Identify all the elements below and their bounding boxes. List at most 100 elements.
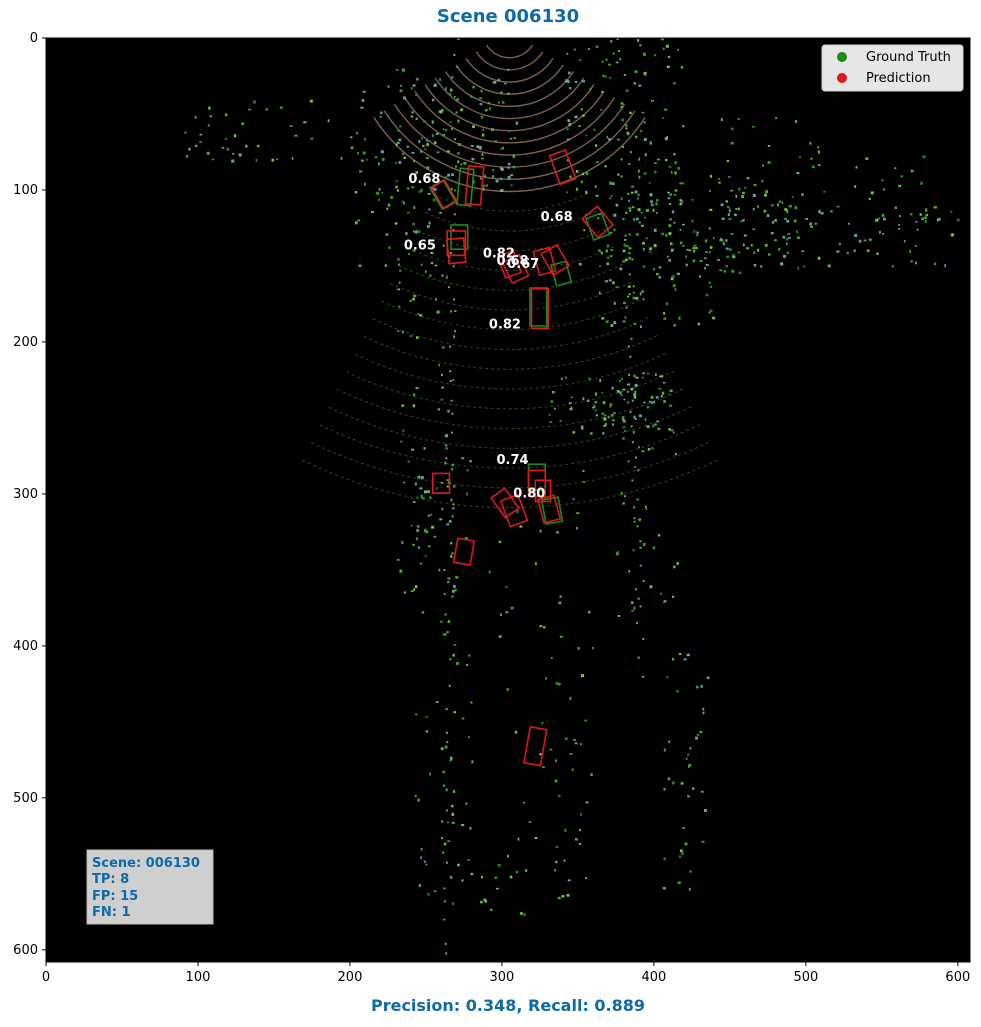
prediction-box (581, 205, 615, 239)
lidar-point (568, 86, 572, 90)
lidar-point (471, 760, 474, 764)
lidar-point (415, 713, 417, 716)
lidar-point (636, 498, 639, 501)
lidar-point (643, 216, 646, 219)
lidar-point (569, 175, 572, 179)
lidar-point (552, 391, 555, 394)
lidar-point (621, 418, 625, 421)
lidar-point (658, 275, 661, 279)
lidar-point (591, 646, 594, 650)
lidar-point (643, 172, 647, 175)
lidar-point (726, 255, 730, 259)
lidar-point (436, 151, 440, 154)
lidar-point (639, 540, 642, 543)
lidar-point (451, 822, 455, 824)
lidar-point (453, 643, 457, 646)
lidar-point (612, 281, 615, 285)
lidar-point (256, 144, 260, 148)
lidar-point (445, 731, 448, 734)
lidar-point (425, 530, 429, 534)
lidar-point (750, 243, 753, 247)
lidar-point (507, 166, 510, 169)
lidar-point (632, 291, 635, 294)
lidar-point (630, 337, 633, 340)
lidar-point (645, 508, 648, 511)
lidar-point (409, 335, 413, 337)
lidar-point (699, 731, 703, 734)
lidar-point (661, 38, 664, 41)
lidar-point (667, 191, 670, 194)
lidar-point (771, 221, 775, 224)
lidar-point (635, 376, 639, 379)
lidar-point (442, 633, 445, 636)
lidar-point (914, 244, 917, 247)
lidar-point (397, 559, 400, 561)
stats-scene: Scene: 006130 (92, 856, 200, 871)
lidar-point (664, 159, 668, 162)
lidar-point (688, 764, 690, 768)
lidar-point (440, 837, 443, 840)
lidar-point (625, 124, 628, 127)
lidar-point (703, 266, 707, 270)
lidar-point (209, 115, 212, 118)
lidar-point (361, 99, 365, 102)
lidar-point (708, 227, 711, 230)
lidar-point (581, 114, 585, 117)
lidar-point (679, 241, 683, 245)
lidar-ring (434, 77, 585, 120)
lidar-point (403, 156, 407, 160)
lidar-point (602, 74, 605, 77)
lidar-point (933, 262, 937, 266)
lidar-point (379, 115, 382, 118)
lidar-point (380, 111, 383, 114)
lidar-point (620, 175, 623, 178)
lidar-point (499, 177, 503, 181)
lidar-point (668, 203, 672, 205)
lidar-point (460, 108, 464, 112)
lidar-point (634, 456, 637, 459)
lidar-point (712, 316, 716, 320)
lidar-point (643, 71, 647, 75)
lidar-point (796, 236, 800, 240)
lidar-point (678, 316, 681, 320)
lidar-ring (383, 110, 636, 181)
lidar-point (354, 221, 358, 225)
lidar-point (378, 188, 381, 191)
lidar-point (380, 150, 384, 154)
lidar-point (505, 586, 508, 588)
lidar-point (636, 197, 639, 200)
lidar-point (384, 264, 388, 267)
y-tick-label: 200 (13, 335, 38, 350)
lidar-point (453, 584, 456, 588)
lidar-point (505, 611, 509, 614)
lidar-point (509, 137, 513, 140)
lidar-point (289, 125, 293, 128)
lidar-point (601, 412, 605, 416)
lidar-point (480, 876, 484, 879)
lidar-point (578, 262, 582, 266)
lidar-point (248, 108, 251, 111)
lidar-point (610, 324, 614, 327)
lidar-point (786, 210, 789, 214)
lidar-point (583, 480, 585, 483)
x-tick-label: 600 (945, 970, 970, 985)
lidar-point (420, 188, 423, 192)
lidar-point (359, 170, 363, 173)
lidar-point (730, 189, 734, 192)
lidar-point (566, 52, 569, 55)
lidar-point (450, 554, 453, 558)
lidar-point (622, 388, 626, 391)
lidar-point (426, 175, 430, 179)
lidar-point (567, 119, 571, 122)
lidar-point (207, 124, 210, 127)
lidar-ring (465, 57, 554, 83)
lidar-point (406, 187, 410, 190)
lidar-point (580, 743, 582, 745)
lidar-point (656, 420, 660, 423)
lidar-point (467, 859, 471, 861)
lidar-point (680, 849, 683, 853)
lidar-point (580, 108, 583, 111)
lidar-point (435, 133, 439, 136)
lidar-point (454, 588, 457, 592)
lidar-point (653, 268, 655, 271)
